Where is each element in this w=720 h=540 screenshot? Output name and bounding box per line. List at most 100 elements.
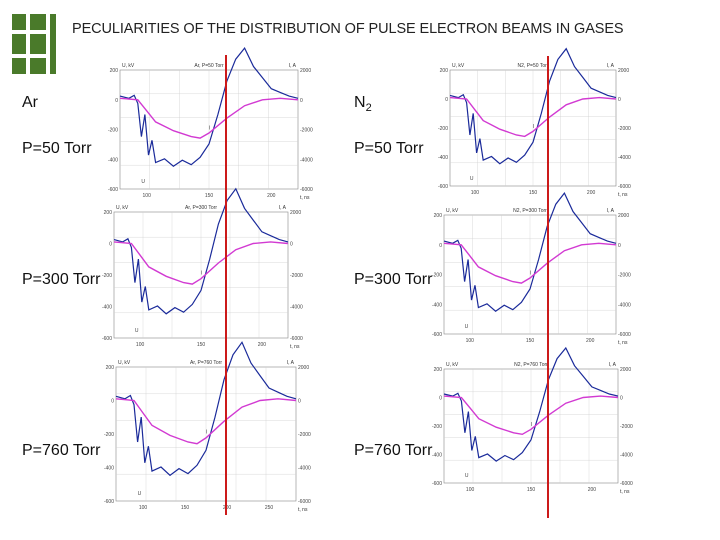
axis-label-left: U, kV bbox=[446, 208, 459, 214]
tick-label: 150 bbox=[205, 193, 214, 199]
tick-label: 200 bbox=[587, 190, 596, 196]
tick-label: 250 bbox=[265, 505, 274, 511]
curve-label-u: U bbox=[135, 328, 139, 334]
tick-label: -400 bbox=[104, 466, 114, 472]
current-curve bbox=[443, 395, 619, 436]
axis-label-right: I, A bbox=[279, 205, 287, 211]
tick-label: -4000 bbox=[298, 466, 311, 472]
tick-label: -4000 bbox=[618, 302, 631, 308]
voltage-curve bbox=[443, 346, 619, 462]
tick-label: -2000 bbox=[618, 126, 631, 132]
voltage-curve bbox=[449, 47, 617, 165]
tick-label: -600 bbox=[102, 336, 112, 342]
tick-label: 100 bbox=[471, 190, 480, 196]
tick-label: -6000 bbox=[618, 332, 631, 338]
logo-icon bbox=[12, 14, 56, 74]
tick-label: -6000 bbox=[620, 481, 633, 487]
axis-label-left: U, kV bbox=[118, 360, 131, 366]
tick-label: 0 bbox=[300, 98, 303, 104]
tick-label: -600 bbox=[432, 481, 442, 487]
curve-label-u: U bbox=[465, 324, 469, 330]
axis-label-x: t, ns bbox=[618, 340, 628, 346]
axis-label-right: I, A bbox=[289, 63, 297, 69]
curve-label-u: U bbox=[470, 176, 474, 182]
tick-label: -400 bbox=[102, 305, 112, 311]
plot-title: Ar, P=50 Torr bbox=[194, 63, 224, 69]
tick-label: 100 bbox=[466, 487, 475, 493]
curve-label-u: U bbox=[141, 179, 145, 185]
tick-label: -6000 bbox=[298, 499, 311, 505]
axis-label-x: t, ns bbox=[300, 195, 310, 201]
tick-label: 0 bbox=[445, 97, 448, 103]
tick-label: 200 bbox=[223, 505, 232, 511]
tick-label: 200 bbox=[588, 487, 597, 493]
tick-label: -2000 bbox=[298, 432, 311, 438]
curve-label-i: I bbox=[201, 271, 202, 277]
tick-label: 200 bbox=[434, 213, 443, 219]
slide-title: PECULIARITIES OF THE DISTRIBUTION OF PUL… bbox=[72, 21, 624, 37]
voltage-curve bbox=[443, 191, 617, 312]
tick-label: -400 bbox=[432, 453, 442, 459]
voltage-curve bbox=[115, 341, 297, 477]
tick-label: 150 bbox=[181, 505, 190, 511]
curve-label-u: U bbox=[138, 491, 142, 497]
current-curve bbox=[115, 398, 297, 445]
axis-label-right: I, A bbox=[287, 360, 295, 366]
tick-label: 0 bbox=[439, 243, 442, 249]
axis-label-left: U, kV bbox=[452, 63, 465, 69]
axis-label-x: t, ns bbox=[618, 192, 628, 198]
tick-label: 2000 bbox=[300, 68, 311, 74]
tick-label: 0 bbox=[115, 98, 118, 104]
curve-label-i: I bbox=[206, 430, 207, 436]
tick-label: -4000 bbox=[618, 155, 631, 161]
tick-label: -200 bbox=[108, 128, 118, 134]
axis-label-right: I, A bbox=[609, 362, 617, 368]
plot-title: N2, P=300 Torr bbox=[513, 208, 547, 214]
label-p300-right: P=300 Torr bbox=[354, 271, 433, 288]
tick-label: 200 bbox=[586, 338, 595, 344]
voltage-curve bbox=[119, 46, 299, 167]
tick-label: -600 bbox=[432, 332, 442, 338]
tick-label: -2000 bbox=[618, 273, 631, 279]
plot-ar-760: Ar, P=760 Torr U, kV I, A t, ns 200 0 -200 -400… bbox=[104, 341, 311, 513]
axis-label-left: U, kV bbox=[446, 362, 459, 368]
plot-title: Ar, P=760 Torr bbox=[190, 360, 222, 366]
tick-label: -2000 bbox=[290, 273, 303, 279]
label-p760-right: P=760 Torr bbox=[354, 442, 433, 459]
tick-label: 150 bbox=[529, 190, 538, 196]
tick-label: 0 bbox=[298, 399, 301, 405]
tick-label: -2000 bbox=[300, 128, 313, 134]
label-p300-left: P=300 Torr bbox=[22, 271, 101, 288]
tick-label: 0 bbox=[111, 399, 114, 405]
tick-label: -200 bbox=[104, 432, 114, 438]
tick-label: -600 bbox=[108, 187, 118, 193]
plot-title: N2, P=760 Torr bbox=[514, 362, 548, 368]
tick-label: -400 bbox=[438, 155, 448, 161]
tick-label: -2000 bbox=[620, 424, 633, 430]
current-curve bbox=[449, 96, 617, 138]
tick-label: 0 bbox=[618, 243, 621, 249]
tick-label: 0 bbox=[618, 97, 621, 103]
tick-label: -200 bbox=[438, 126, 448, 132]
curve-label-i: I bbox=[209, 125, 210, 131]
tick-label: -4000 bbox=[620, 453, 633, 459]
axis-label-x: t, ns bbox=[298, 507, 308, 513]
voltage-curve bbox=[113, 187, 289, 315]
tick-label: -200 bbox=[102, 273, 112, 279]
tick-label: -6000 bbox=[300, 187, 313, 193]
label-n2: N2 bbox=[354, 94, 372, 115]
tick-label: 200 bbox=[434, 367, 443, 373]
label-p760-left: P=760 Torr bbox=[22, 442, 101, 459]
tick-label: -4000 bbox=[290, 305, 303, 311]
tick-label: -400 bbox=[108, 157, 118, 163]
tick-label: 0 bbox=[439, 396, 442, 402]
tick-label: -6000 bbox=[618, 184, 631, 190]
label-ar: Ar bbox=[22, 94, 38, 111]
tick-label: 200 bbox=[267, 193, 276, 199]
time-marker-line-right bbox=[547, 56, 549, 518]
tick-label: -200 bbox=[432, 273, 442, 279]
plot-title: N2, P=50 Torr bbox=[518, 63, 549, 69]
